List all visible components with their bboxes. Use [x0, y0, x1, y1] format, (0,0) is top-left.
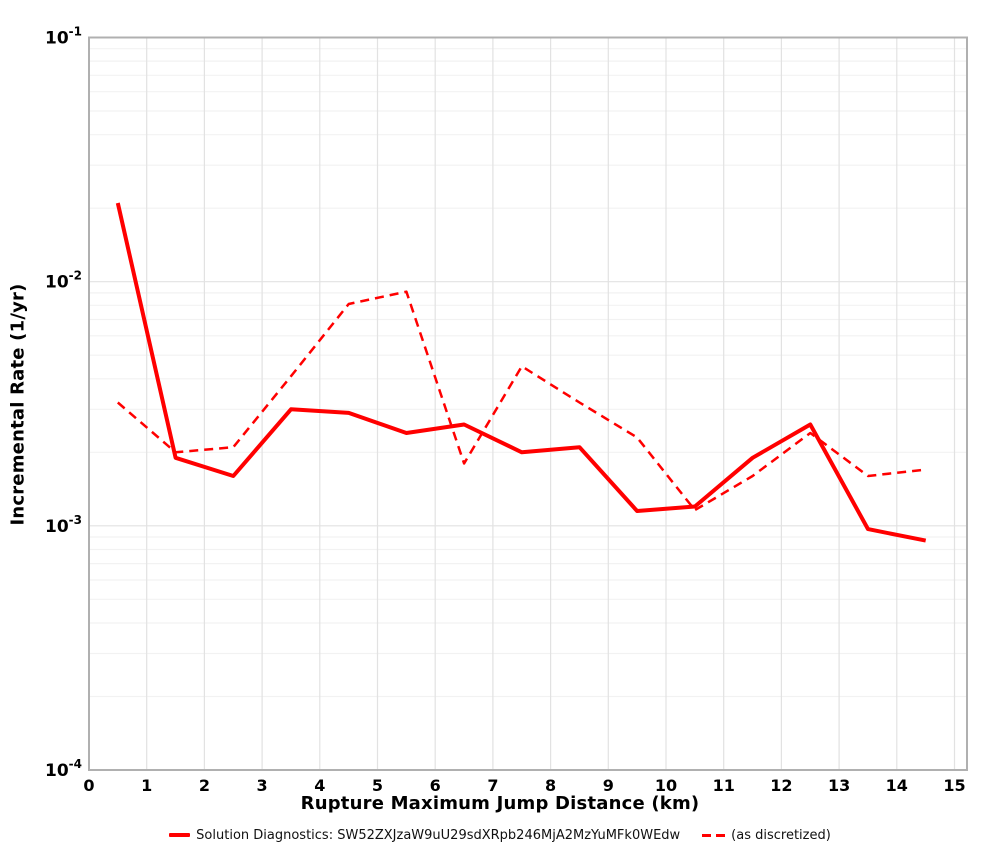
legend: Solution Diagnostics: SW52ZXJzaW9uU29sdX… [0, 824, 1000, 846]
x-tick-label: 13 [828, 776, 850, 795]
x-tick-label: 6 [430, 776, 441, 795]
x-tick-label: 5 [372, 776, 383, 795]
legend-label-dashed: (as discretized) [731, 827, 831, 843]
x-tick-label: 2 [199, 776, 210, 795]
y-axis-title: Incremental Rate (1/yr) [7, 283, 29, 526]
x-tick-label: 7 [487, 776, 498, 795]
y-tick-label: 10-2 [45, 269, 82, 293]
y-tick-label: 10-4 [45, 757, 82, 781]
x-axis-title: Rupture Maximum Jump Distance (km) [300, 793, 700, 814]
x-tick-label: 14 [886, 776, 908, 795]
x-tick-label: 12 [770, 776, 792, 795]
x-tick-label: 11 [713, 776, 735, 795]
series-solid-line [115, 202, 927, 543]
x-tick-label: 3 [257, 776, 268, 795]
solid-line-swatch-icon [169, 833, 191, 837]
x-tick-label: 10 [655, 776, 677, 795]
dashed-line-swatch-icon [702, 833, 726, 837]
x-tick-label: 9 [603, 776, 614, 795]
x-tick-label: 15 [943, 776, 965, 795]
x-tick-label: 8 [545, 776, 556, 795]
series-dashed-line [116, 290, 926, 512]
y-tick-label: 10-1 [45, 25, 82, 49]
x-tick-label: 4 [314, 776, 325, 795]
x-tick-label: 0 [83, 776, 94, 795]
legend-label-solid: Solution Diagnostics: SW52ZXJzaW9uU29sdX… [196, 827, 681, 843]
x-tick-label: 1 [141, 776, 152, 795]
y-tick-label: 10-3 [45, 513, 82, 537]
